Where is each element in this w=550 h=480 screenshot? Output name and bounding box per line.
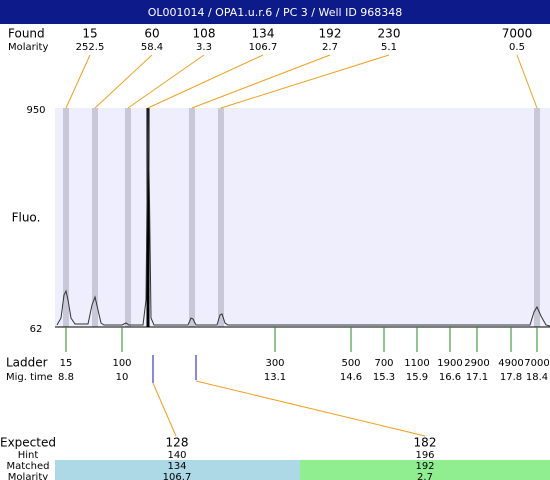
ladder-time: 16.6: [439, 372, 461, 383]
ladder-time: 14.6: [340, 372, 362, 383]
expected-size: 128: [166, 436, 189, 450]
found-size: 60: [144, 27, 159, 41]
y-axis-label: Fluo.: [12, 211, 41, 225]
found-leader: [94, 54, 153, 109]
ladder-time: 15.9: [406, 372, 428, 383]
peak-band: [218, 108, 224, 327]
found-molarity: 5.1: [381, 42, 397, 53]
ladder-size: 700: [374, 358, 393, 369]
found-leader: [191, 54, 331, 109]
molarity-label: Molarity: [8, 42, 48, 53]
found-leader: [516, 54, 538, 109]
matched-label: Matched: [6, 461, 49, 472]
expected-size: 182: [414, 436, 437, 450]
found-molarity: 106.7: [249, 42, 278, 53]
found-molarity: 58.4: [141, 42, 163, 53]
expected-label: Expected: [0, 436, 56, 450]
expected-leader: [195, 380, 426, 437]
ladder-size: 7000: [524, 358, 549, 369]
peak-band: [92, 108, 98, 327]
found-molarity: 3.3: [196, 42, 212, 53]
ladder-time: 17.1: [466, 372, 488, 383]
hint-size: 196: [415, 450, 434, 461]
plot-area: [55, 108, 550, 327]
found-size: 108: [193, 27, 216, 41]
ladder-size: 1900: [437, 358, 462, 369]
y-min-label: 62: [30, 324, 43, 335]
matched-molarity: 2.7: [417, 472, 433, 480]
found-leader: [127, 54, 205, 109]
header-title: OL001014 / OPA1.u.r.6 / PC 3 / Well ID 9…: [148, 6, 403, 19]
y-max-label: 950: [26, 105, 45, 116]
ladder-time: 8.8: [58, 372, 74, 383]
found-leader: [147, 54, 264, 109]
ladder-label: Ladder: [6, 356, 48, 370]
matched-band: [55, 460, 300, 480]
ladder-time: 18.4: [526, 372, 548, 383]
found-size: 15: [82, 27, 97, 41]
peak-band: [534, 108, 540, 327]
ladder-size: 4900: [498, 358, 523, 369]
molarity-label: Molarity: [8, 472, 48, 480]
found-size: 7000: [502, 27, 533, 41]
found-leader: [65, 54, 91, 109]
matched-molarity: 106.7: [163, 472, 192, 480]
matched-size: 192: [415, 461, 434, 472]
ladder-time: 17.8: [500, 372, 522, 383]
hint-label: Hint: [18, 450, 39, 461]
found-molarity: 0.5: [509, 42, 525, 53]
found-leader: [220, 54, 390, 109]
peak-band: [189, 108, 195, 327]
peak-band: [125, 108, 131, 327]
ladder-size: 500: [341, 358, 360, 369]
header-bar: [0, 0, 550, 24]
ladder-time: 10: [116, 372, 129, 383]
ladder-size: 15: [60, 358, 73, 369]
found-molarity: 2.7: [322, 42, 338, 53]
ladder-time: 13.1: [264, 372, 286, 383]
peak-band: [63, 108, 69, 327]
matched-size: 134: [167, 461, 186, 472]
ladder-time: 15.3: [373, 372, 395, 383]
ladder-size: 2900: [464, 358, 489, 369]
found-molarity: 252.5: [76, 42, 105, 53]
found-size: 134: [252, 27, 275, 41]
matched-band: [300, 460, 550, 480]
hint-size: 140: [167, 450, 186, 461]
found-size: 192: [319, 27, 342, 41]
ladder-size: 300: [265, 358, 284, 369]
found-size: 230: [378, 27, 401, 41]
mig-time-label: Mig. time: [6, 372, 53, 383]
expected-leader: [152, 382, 177, 437]
ladder-size: 100: [112, 358, 131, 369]
found-label: Found: [8, 27, 45, 41]
ladder-size: 1100: [404, 358, 429, 369]
